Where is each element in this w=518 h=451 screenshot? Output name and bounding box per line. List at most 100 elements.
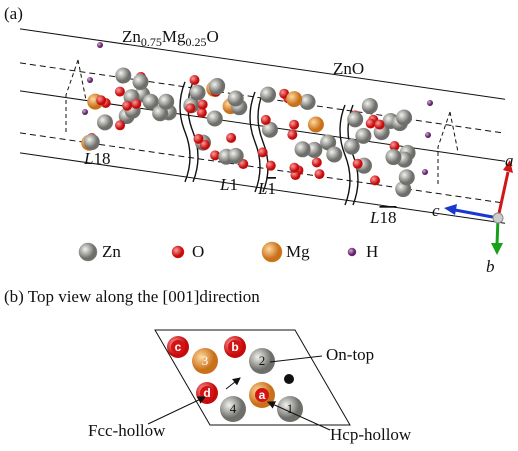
arrow — [503, 160, 513, 173]
pointer — [147, 396, 206, 425]
atom — [286, 91, 303, 108]
legend-label: H — [366, 242, 378, 261]
zno-label: ZnO — [333, 59, 364, 78]
atom-label: a — [259, 388, 266, 402]
atom — [260, 86, 277, 103]
arrow — [491, 243, 503, 255]
atom — [189, 74, 200, 85]
formula-part: 0.75 — [141, 35, 162, 49]
atom — [289, 119, 300, 130]
atom — [208, 78, 225, 95]
atom — [197, 99, 208, 110]
legend-swatch — [261, 241, 283, 263]
axis-label: a — [505, 151, 514, 170]
atom-label: b — [231, 340, 238, 354]
axis-label: b — [486, 257, 495, 276]
atom — [132, 73, 149, 90]
atom — [306, 141, 323, 158]
atom-label: 2 — [259, 353, 266, 368]
slab-structure — [19, 28, 506, 224]
atom-core — [255, 388, 269, 402]
atom — [396, 109, 413, 126]
atom — [257, 147, 268, 158]
atom — [307, 116, 324, 133]
site-label: Hcp-hollow — [330, 425, 412, 444]
layer-index: 1 — [229, 175, 238, 194]
panel-label: (a) — [4, 4, 23, 23]
atom — [422, 169, 428, 175]
atom — [374, 119, 385, 130]
break-mark — [257, 91, 269, 193]
atom — [320, 134, 337, 151]
cell-edge — [437, 111, 459, 187]
site-label: Fcc-hollow — [88, 421, 166, 440]
break-mark — [179, 81, 191, 183]
tube-line — [19, 152, 506, 224]
layer-index: 18 — [93, 149, 110, 168]
atom — [287, 129, 298, 140]
atom — [192, 348, 218, 374]
break-mark — [339, 104, 351, 206]
atom — [277, 396, 303, 422]
atom — [290, 170, 301, 181]
atom — [199, 139, 210, 150]
legend-label: Zn — [102, 242, 121, 261]
top-view-atoms: 3 b 2 c d 4 a 1 — [167, 336, 303, 422]
atom — [114, 86, 125, 97]
atom — [142, 93, 159, 110]
atom — [361, 97, 378, 114]
atom — [352, 158, 363, 169]
formula-label: Zn0.75Mg0.25O — [122, 27, 219, 49]
cell-edge — [65, 59, 87, 135]
atom — [227, 90, 244, 107]
pointer — [267, 401, 331, 431]
atom — [122, 100, 133, 111]
atoms — [81, 42, 433, 198]
atom — [294, 141, 311, 158]
unit-cell — [154, 329, 351, 426]
layer-label: L18 — [83, 149, 110, 168]
break-mark — [249, 91, 261, 193]
legend-swatch — [347, 247, 357, 257]
legend-swatch — [78, 242, 98, 262]
atom — [87, 77, 93, 83]
formula-part: 0.25 — [186, 35, 207, 49]
atom — [365, 118, 376, 129]
atom — [311, 157, 322, 168]
atom — [347, 111, 364, 128]
layer-label: L1 — [257, 179, 276, 198]
origin — [492, 212, 504, 224]
legend: Zn O Mg H — [78, 241, 378, 263]
pointer — [269, 355, 323, 363]
atom — [115, 67, 132, 84]
axes-triad: a c b — [432, 151, 514, 276]
layer-prefix: L — [257, 179, 267, 198]
atom — [220, 396, 246, 422]
tube-line — [19, 132, 506, 204]
axis-c — [454, 208, 499, 220]
on-top-site — [284, 374, 294, 384]
atom — [289, 162, 300, 173]
arrow — [225, 377, 241, 390]
atom — [193, 133, 204, 144]
atom-core — [171, 340, 185, 354]
atom — [97, 42, 103, 48]
atom — [227, 147, 244, 164]
atom-core — [228, 340, 242, 354]
atom — [226, 132, 237, 143]
atom — [326, 146, 343, 163]
atom — [314, 169, 325, 180]
atom — [299, 93, 316, 110]
formula-part: O — [207, 27, 219, 46]
atom — [260, 114, 271, 125]
layer-index: 1 — [267, 179, 276, 198]
axis-a — [496, 171, 510, 219]
atom — [96, 114, 113, 131]
atom — [189, 84, 206, 101]
layer-prefix: L — [369, 208, 379, 227]
atom-label: 3 — [202, 353, 209, 368]
atom — [158, 93, 175, 110]
atom — [385, 149, 402, 166]
layer-prefix: L — [83, 149, 93, 168]
